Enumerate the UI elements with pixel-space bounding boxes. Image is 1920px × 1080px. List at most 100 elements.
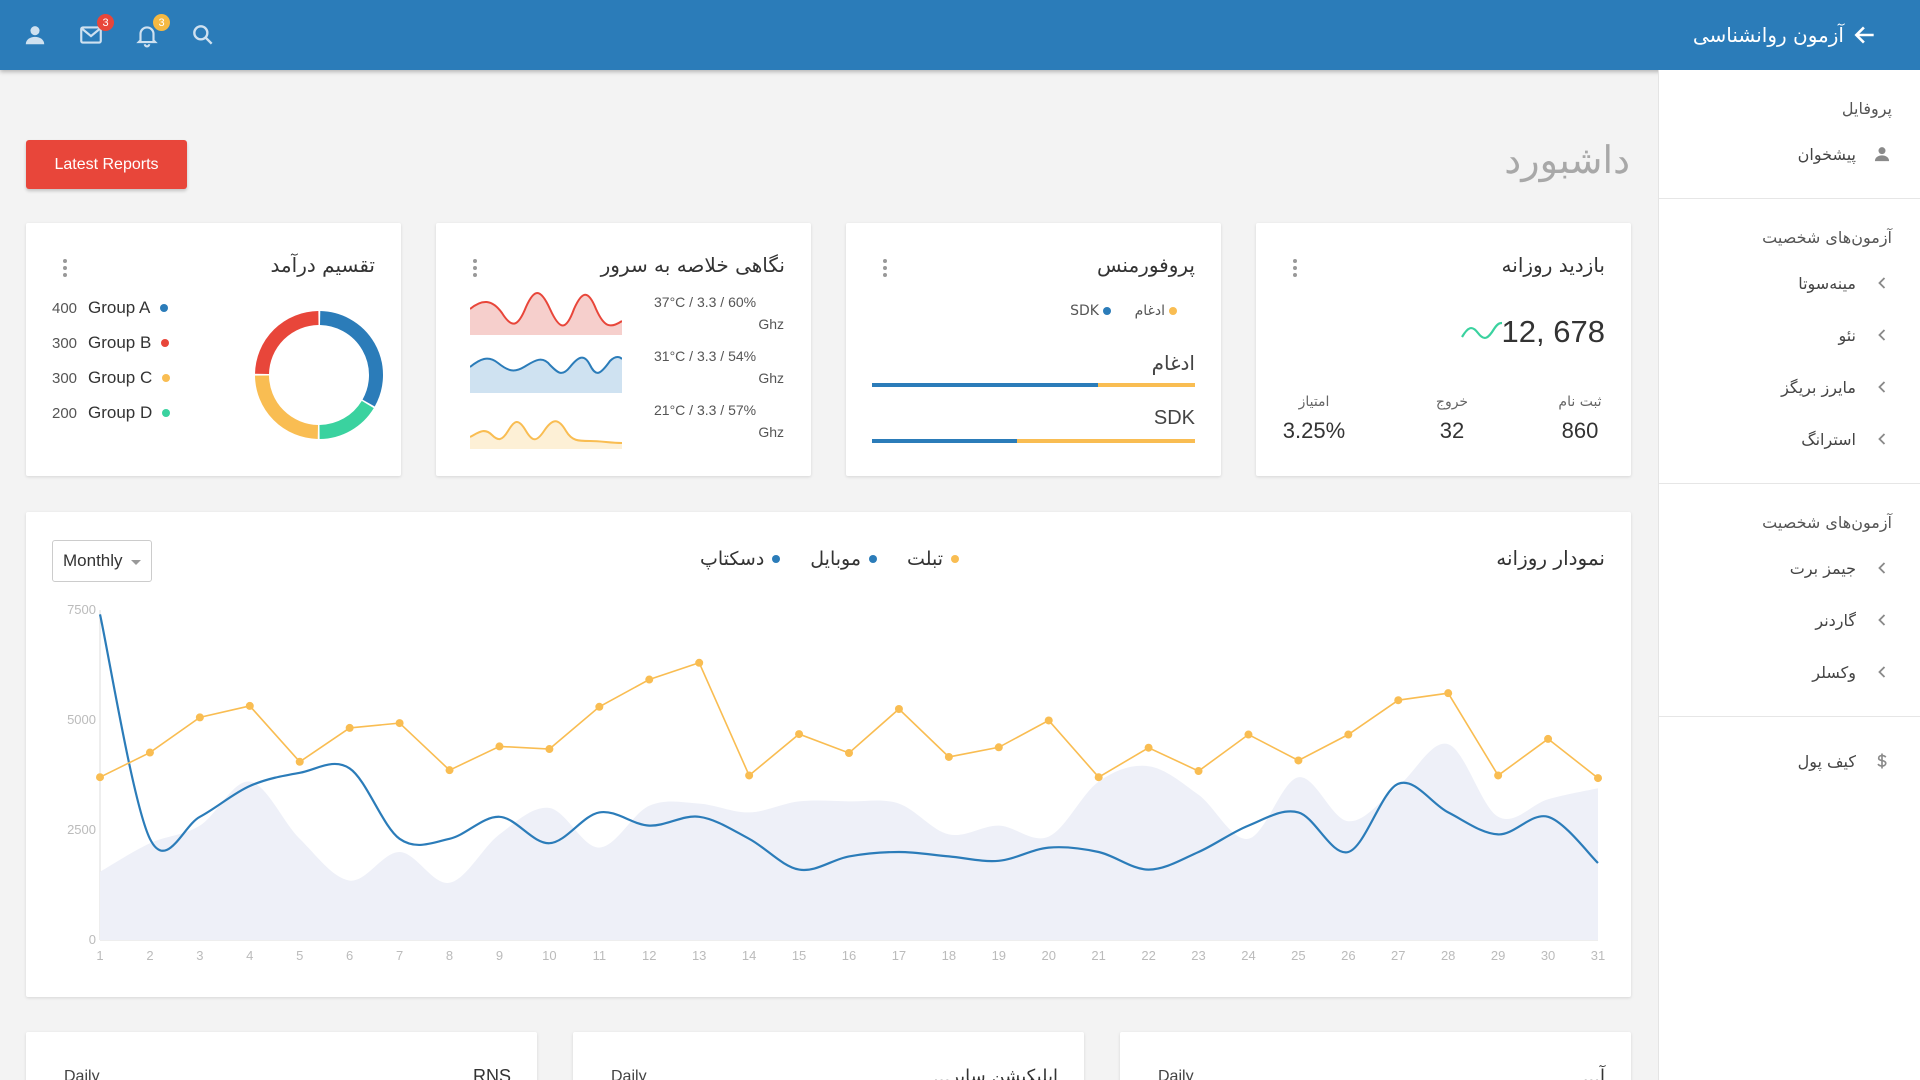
stat-value-score: 3.25% <box>1282 418 1346 443</box>
tablet-point <box>1344 730 1353 739</box>
x-tick-label: 13 <box>692 948 706 963</box>
user-icon[interactable] <box>20 20 50 50</box>
server-summary-card: نگاهی خلاصه به سرور 37°C / 3.3 / 60% Ghz … <box>436 223 811 476</box>
chart-legend-item[interactable]: موبایل <box>810 548 878 570</box>
tablet-line <box>99 661 1599 779</box>
x-tick-label: 6 <box>346 948 353 963</box>
legend-dot <box>162 409 171 417</box>
sidebar-item-label: پیشخوان <box>1797 144 1856 164</box>
legend-label: موبایل <box>810 548 862 570</box>
sidebar-item-myers-briggs[interactable]: مایرز بریگز <box>1659 361 1920 413</box>
card-title: نگاهی خلاصه به سرور <box>600 253 785 277</box>
period-select[interactable]: Daily <box>1158 1068 1194 1080</box>
income-value: 200 <box>52 404 78 422</box>
donut-slice <box>255 375 319 439</box>
x-tick-label: 29 <box>1491 948 1505 963</box>
tablet-point <box>545 745 554 754</box>
top-icons: 3 3 <box>20 0 218 70</box>
card-title: آ... <box>1582 1066 1605 1080</box>
y-tick-label: 7500 <box>67 602 96 617</box>
tablet-point <box>1444 689 1453 698</box>
mail-icon[interactable]: 3 <box>76 14 114 50</box>
chevron-left-icon <box>1856 429 1892 449</box>
sidebar-item-label: گاردنر <box>1815 610 1856 630</box>
x-tick-label: 11 <box>593 948 607 963</box>
app-title-link[interactable]: آزمون روانشناسی <box>1693 0 1878 70</box>
performance-bar-label: SDK <box>1153 407 1195 429</box>
latest-reports-button[interactable]: Latest Reports <box>26 140 187 189</box>
server-sparkline-yellow <box>470 420 622 449</box>
income-card: تقسیم درآمد <box>26 223 401 476</box>
notification-badge: 3 <box>153 14 170 31</box>
back-arrow-icon <box>1854 26 1874 44</box>
x-tick-label: 26 <box>1341 948 1355 963</box>
tablet-point <box>1294 756 1303 765</box>
performance-legend-sdk: SDK <box>1070 303 1111 319</box>
income-legend-row: 400 Group A <box>52 297 169 319</box>
x-tick-label: 25 <box>1291 948 1305 963</box>
tablet-point <box>795 730 804 739</box>
more-options-icon[interactable] <box>472 259 478 281</box>
chart-legend-item[interactable]: دسکتاپ <box>700 548 781 570</box>
bottom-card-2: اپلیکیشن سایر... Daily <box>573 1032 1084 1080</box>
sidebar-heading-profile: پروفایل <box>1841 98 1892 118</box>
server-stat-3: 21°C / 3.3 / 57% Ghz <box>654 399 784 443</box>
bell-icon[interactable]: 3 <box>132 14 170 50</box>
x-tick-label: 30 <box>1541 948 1555 963</box>
x-tick-label: 5 <box>296 948 303 963</box>
server-sparkline-blue <box>470 356 622 393</box>
x-tick-label: 19 <box>992 948 1006 963</box>
server-stat-unit: Ghz <box>758 370 784 386</box>
y-tick-label: 0 <box>89 932 96 947</box>
stat-label-signups: ثبت نام <box>1558 394 1602 410</box>
top-bar: 3 3 آزمون روانشناسی <box>0 0 1920 70</box>
legend-label: دسکتاپ <box>700 548 765 570</box>
tablet-point <box>245 701 254 710</box>
tablet-point <box>1044 716 1053 725</box>
income-value: 300 <box>52 369 78 387</box>
sidebar-item-wechsler[interactable]: وکسلر <box>1659 646 1920 698</box>
x-tick-label: 23 <box>1191 948 1205 963</box>
legend-dot <box>160 304 169 312</box>
app-title: آزمون روانشناسی <box>1692 23 1844 47</box>
legend-dot <box>161 339 170 347</box>
sidebar-item-wallet[interactable]: کیف پول <box>1659 735 1920 787</box>
search-icon[interactable] <box>188 20 218 50</box>
tablet-point <box>994 743 1003 752</box>
performance-bar-remainder <box>1098 383 1195 387</box>
mobile-line <box>98 614 1599 872</box>
more-options-icon[interactable] <box>882 259 888 281</box>
y-tick-label: 2500 <box>67 822 96 837</box>
sidebar-item-gardner[interactable]: گاردنر <box>1659 594 1920 646</box>
x-tick-label: 2 <box>146 948 153 963</box>
sidebar-item-label: استرانگ <box>1801 429 1856 449</box>
x-tick-label: 21 <box>1091 948 1105 963</box>
period-select[interactable]: Daily <box>611 1068 647 1080</box>
more-options-icon[interactable] <box>1292 259 1298 281</box>
x-tick-label: 12 <box>642 948 656 963</box>
period-select[interactable]: Daily <box>64 1068 100 1080</box>
sidebar-item-dashboard[interactable]: پیشخوان <box>1659 128 1920 180</box>
sidebar-heading-group2: آزمون‌های شخصیت <box>1762 512 1892 532</box>
performance-legend-merge: ادغام <box>1135 303 1177 319</box>
more-options-icon[interactable] <box>62 259 68 281</box>
sidebar-item-minnesota[interactable]: مینه‌سوتا <box>1659 257 1920 309</box>
chart-legend-item[interactable]: تبلت <box>907 548 960 570</box>
stat-label-score: امتیاز <box>1298 394 1330 410</box>
card-title: RNS <box>472 1066 511 1080</box>
sidebar-item-label: مینه‌سوتا <box>1798 273 1856 293</box>
sidebar-item-label: مایرز بریگز <box>1781 377 1856 397</box>
period-select[interactable]: Monthly <box>52 540 152 582</box>
sidebar-item-neo[interactable]: نئو <box>1659 309 1920 361</box>
chevron-left-icon <box>1856 662 1892 682</box>
card-title: تقسیم درآمد <box>270 253 375 277</box>
sidebar-item-james-burt[interactable]: جیمز برت <box>1659 542 1920 594</box>
desktop-area <box>100 743 1598 940</box>
server-stat-line: 31°C / 3.3 / 54% <box>654 348 757 364</box>
server-stat-line: 21°C / 3.3 / 57% <box>654 402 757 418</box>
income-value: 400 <box>52 299 78 317</box>
bottom-card-1: آ... Daily <box>1120 1032 1631 1080</box>
performance-bar-fill <box>872 383 1099 387</box>
x-tick-label: 9 <box>496 948 503 963</box>
sidebar-item-strong[interactable]: استرانگ <box>1659 413 1920 465</box>
